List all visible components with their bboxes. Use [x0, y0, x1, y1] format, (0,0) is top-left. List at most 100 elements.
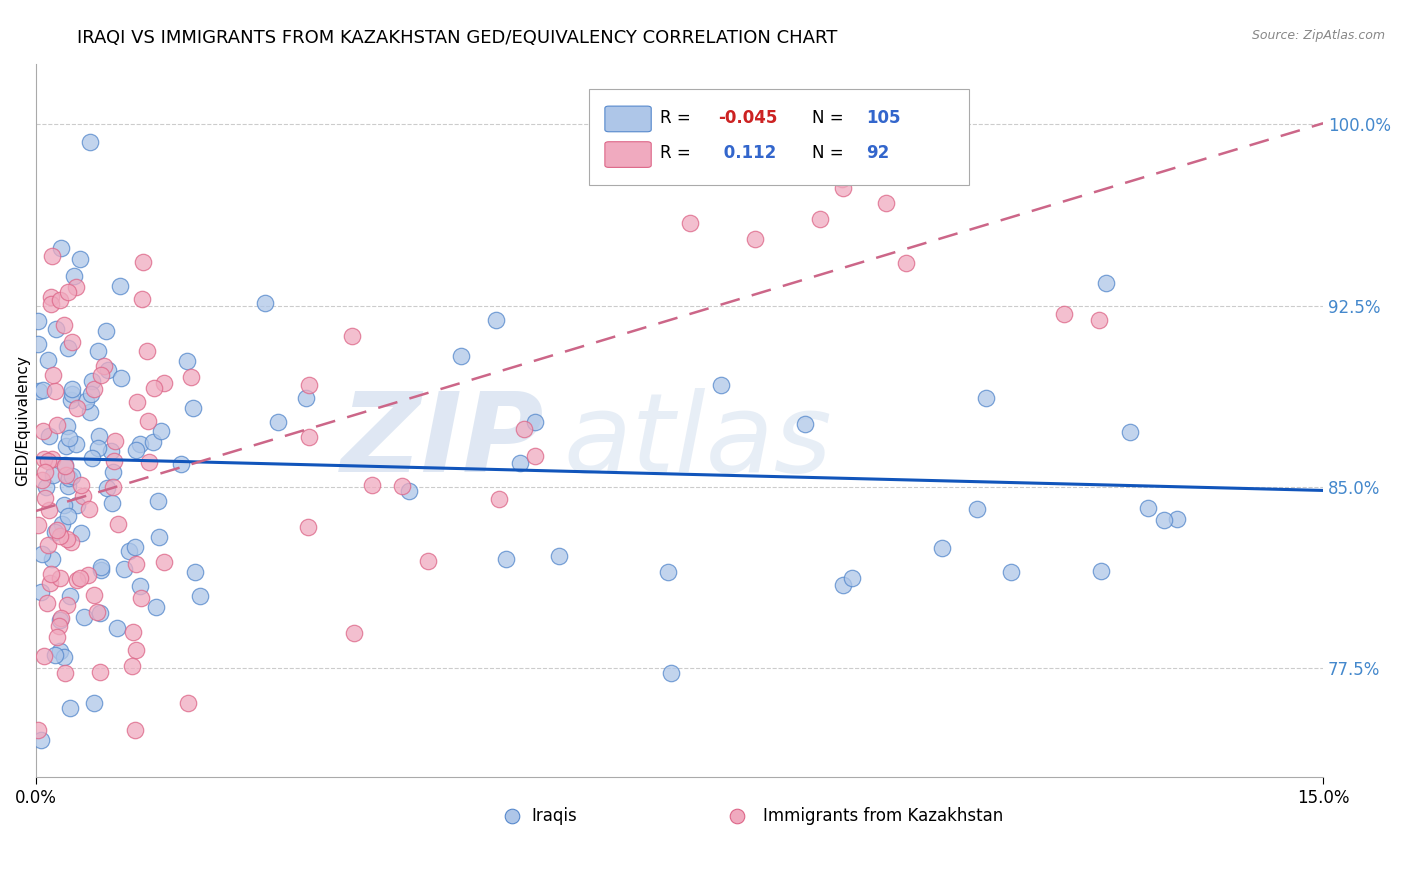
FancyBboxPatch shape — [605, 106, 651, 132]
Point — [42, 468, 65, 483]
Point — [398, 484, 420, 499]
Point — [416, 554, 439, 568]
Point — [62, 268, 84, 283]
Point — [875, 196, 897, 211]
Point — [297, 378, 319, 392]
Point — [183, 401, 205, 415]
Point — [27, 723, 49, 738]
Point — [45, 322, 67, 336]
Point — [65, 280, 87, 294]
Point — [131, 293, 153, 307]
Point — [34, 465, 56, 479]
Point — [48, 619, 70, 633]
Point — [35, 596, 58, 610]
Point — [523, 450, 546, 464]
Point — [267, 415, 290, 429]
Point — [49, 611, 72, 625]
Point — [58, 341, 80, 355]
Point — [152, 376, 174, 391]
Point — [46, 523, 69, 537]
Point — [661, 665, 683, 680]
Point — [27, 337, 49, 351]
Point — [27, 313, 49, 327]
Point — [793, 417, 815, 431]
Point — [131, 591, 153, 605]
Point — [176, 354, 198, 368]
Text: 0.112: 0.112 — [718, 145, 776, 162]
Point — [87, 343, 110, 358]
Point — [343, 626, 366, 640]
Point — [149, 424, 172, 438]
Point — [124, 540, 146, 554]
Text: N =: N = — [813, 145, 844, 162]
Point — [101, 466, 124, 480]
Point — [58, 508, 80, 523]
Point — [1118, 425, 1140, 439]
Point — [110, 371, 132, 385]
Point — [105, 621, 128, 635]
Point — [82, 375, 104, 389]
Point — [101, 480, 124, 494]
Point — [52, 499, 75, 513]
Point — [66, 573, 89, 587]
Point — [125, 443, 148, 458]
Point — [188, 589, 211, 603]
Point — [38, 503, 60, 517]
FancyBboxPatch shape — [605, 142, 651, 168]
Point — [831, 171, 853, 186]
Point — [39, 297, 62, 311]
Point — [90, 368, 112, 382]
Point — [135, 343, 157, 358]
Point — [1000, 566, 1022, 580]
Text: Iraqis: Iraqis — [531, 807, 578, 825]
Point — [966, 502, 988, 516]
Point — [72, 490, 94, 504]
Point — [121, 659, 143, 673]
Point — [53, 666, 76, 681]
Point — [184, 565, 207, 579]
Point — [1090, 564, 1112, 578]
Text: IRAQI VS IMMIGRANTS FROM KAZAKHSTAN GED/EQUIVALENCY CORRELATION CHART: IRAQI VS IMMIGRANTS FROM KAZAKHSTAN GED/… — [77, 29, 838, 46]
Text: N =: N = — [813, 109, 844, 127]
Point — [295, 391, 318, 405]
Point — [59, 701, 82, 715]
Point — [89, 665, 111, 680]
Point — [58, 431, 80, 445]
Point — [56, 418, 79, 433]
Point — [77, 501, 100, 516]
Point — [450, 349, 472, 363]
Point — [513, 422, 536, 436]
Text: Immigrants from Kazakhstan: Immigrants from Kazakhstan — [763, 807, 1004, 825]
Point — [41, 368, 63, 383]
Point — [55, 439, 77, 453]
Point — [32, 648, 55, 663]
Point — [37, 538, 59, 552]
Point — [125, 557, 148, 571]
Point — [104, 434, 127, 448]
Point — [80, 450, 103, 465]
Point — [83, 382, 105, 396]
Point — [107, 516, 129, 531]
Point — [974, 391, 997, 405]
Point — [340, 329, 363, 343]
Point — [180, 369, 202, 384]
Point — [49, 293, 72, 307]
Point — [31, 474, 53, 488]
Point — [100, 496, 122, 510]
FancyBboxPatch shape — [589, 89, 969, 186]
Point — [60, 382, 83, 396]
Point — [31, 383, 53, 397]
Point — [79, 404, 101, 418]
Text: atlas: atlas — [564, 388, 832, 495]
Point — [56, 598, 79, 612]
Point — [59, 589, 82, 603]
Point — [896, 256, 918, 270]
Point — [488, 492, 510, 507]
Point — [60, 469, 83, 483]
Text: -0.045: -0.045 — [718, 109, 778, 127]
Point — [145, 600, 167, 615]
Point — [153, 556, 176, 570]
Point — [485, 313, 508, 327]
Point — [1088, 313, 1111, 327]
Text: 105: 105 — [866, 109, 901, 127]
